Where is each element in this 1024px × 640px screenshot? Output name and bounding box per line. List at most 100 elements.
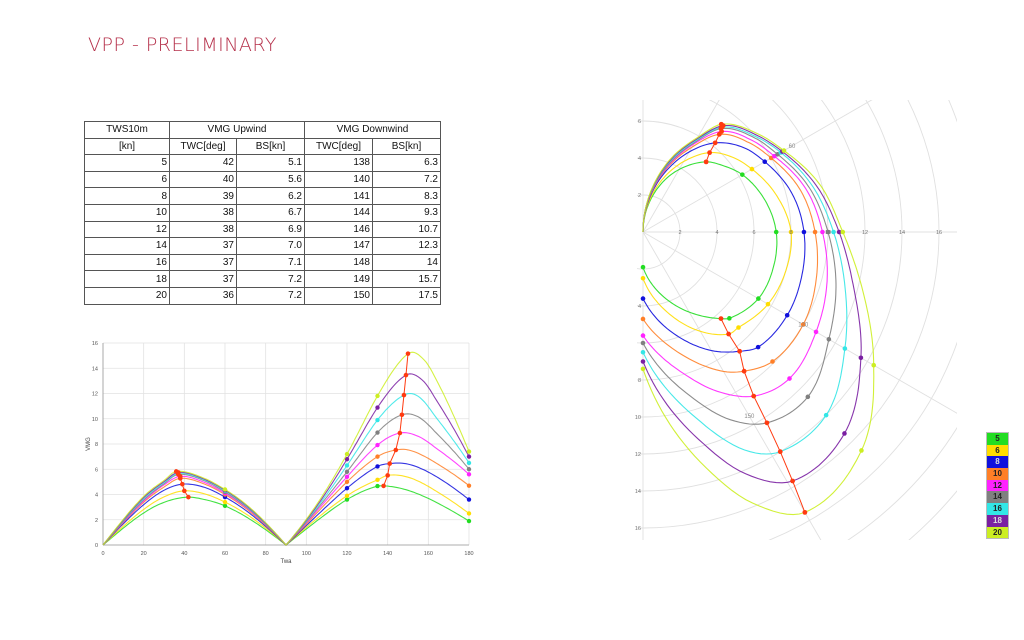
- vmg-point-tws-20: [222, 487, 228, 492]
- legend-item-tws-12: 12: [987, 479, 1008, 492]
- radial-tick-label: 10: [635, 415, 641, 421]
- radial-tick-label: 2: [638, 193, 641, 199]
- table-cell: 17.5: [372, 286, 441, 305]
- y-axis-label: VMG: [86, 437, 92, 451]
- polar-point-tws-14: [826, 337, 832, 342]
- optimum-vmg-point: [173, 469, 179, 474]
- polar-point-tws-20: [840, 229, 846, 235]
- radial-tick-label: 14: [899, 230, 905, 236]
- polar-point-tws-8: [762, 159, 768, 164]
- polar-point-tws-14: [640, 340, 646, 346]
- optimum-vmg-point: [401, 392, 407, 398]
- vmg-point-tws-12: [466, 472, 472, 477]
- y-tick-label: 0: [95, 543, 98, 549]
- polar-optimum-point: [718, 121, 724, 127]
- polar-ring: [908, 490, 957, 540]
- vmg-point-tws-10: [375, 454, 380, 459]
- polar-optimum-point: [790, 478, 795, 484]
- polar-curve-tws-5: [642, 161, 778, 320]
- radial-tick-label: 16: [936, 230, 942, 236]
- polar-point-tws-6: [640, 275, 646, 281]
- vmg-point-tws-16: [344, 463, 350, 468]
- x-tick-label: 80: [263, 551, 269, 557]
- polar-point-tws-5: [756, 296, 761, 301]
- x-tick-label: 100: [302, 551, 311, 557]
- polar-optimum-point: [703, 159, 709, 165]
- y-tick-label: 6: [95, 467, 98, 473]
- table-cell: 9.3: [372, 203, 441, 222]
- table-cell: 6.3: [372, 154, 441, 172]
- polar-optimum-point: [741, 368, 747, 374]
- table-row: 8 39 6.2 141 8.3: [84, 187, 441, 205]
- table-row: 20 36 7.2 150 17.5: [84, 286, 441, 305]
- polar-spoke: [642, 100, 873, 233]
- vmg-point-tws-12: [375, 442, 380, 448]
- polar-point-tws-12: [820, 229, 825, 235]
- legend-item-tws-20: 20: [987, 526, 1008, 539]
- table-row: 5 42 5.1 138 6.3: [84, 154, 441, 172]
- polar-optimum-point: [707, 150, 712, 156]
- optimum-vmg-point: [393, 447, 399, 453]
- vmg-point-tws-20: [344, 451, 350, 457]
- polar-point-tws-6: [765, 301, 771, 307]
- vmg-point-tws-10: [466, 483, 472, 488]
- x-tick-label: 60: [222, 551, 228, 557]
- vpp-table: TWS10m VMG Upwind VMG Downwind [kn] TWC[deg]…: [84, 121, 441, 305]
- vmg-point-tws-5: [222, 503, 228, 509]
- vmg-point-tws-6: [222, 499, 228, 505]
- legend-item-tws-16: 16: [987, 503, 1008, 515]
- optimum-vmg-point: [180, 481, 185, 487]
- x-tick-label: 160: [424, 551, 433, 557]
- polar-point-tws-14: [805, 394, 811, 400]
- vmg-point-tws-6: [375, 477, 380, 483]
- polar-point-tws-12: [813, 329, 819, 335]
- vmg-point-tws-10: [344, 479, 350, 485]
- table-row: 6 40 5.6 140 7.2: [84, 170, 441, 189]
- polar-optimum-point: [718, 316, 724, 322]
- optimum-vmg-point: [405, 351, 411, 356]
- x-tick-label: 140: [383, 551, 392, 557]
- legend: 5 6 8 10 12 14 16 18 20: [986, 432, 1009, 540]
- polar-optimum-point: [751, 393, 757, 399]
- polar-spoke: [642, 100, 720, 233]
- y-tick-label: 4: [95, 493, 98, 499]
- polar-point-tws-18: [842, 431, 847, 436]
- x-tick-label: 0: [101, 551, 104, 557]
- legend-item-tws-18: 18: [987, 514, 1008, 527]
- vmg-point-tws-18: [375, 405, 380, 410]
- optimum-vmg-point: [397, 430, 403, 436]
- polar-point-tws-16: [640, 349, 646, 355]
- legend-item-tws-10: 10: [987, 468, 1008, 480]
- polar-point-tws-16: [823, 412, 829, 418]
- vmg-point-tws-5: [466, 518, 472, 524]
- radial-tick-label: 16: [635, 526, 641, 532]
- polar-spoke: [642, 231, 822, 540]
- x-tick-label: 120: [342, 551, 351, 557]
- radial-tick-label: 8: [789, 230, 792, 236]
- x-tick-label: 20: [141, 551, 147, 557]
- y-tick-label: 10: [92, 417, 98, 423]
- x-tick-label: 180: [464, 551, 473, 557]
- table-header-row: TWS10m VMG Upwind VMG Downwind: [84, 121, 441, 139]
- polar-point-tws-18: [836, 229, 842, 235]
- polar-point-tws-16: [842, 346, 848, 351]
- legend-item-tws-5: 5: [987, 433, 1008, 445]
- polar-point-tws-5: [727, 316, 732, 321]
- radial-tick-label: 10: [825, 230, 831, 236]
- vmg-point-tws-18: [344, 456, 350, 462]
- y-tick-label: 8: [95, 442, 98, 448]
- y-tick-label: 2: [95, 518, 98, 524]
- angle-label: 120: [798, 323, 809, 329]
- radial-tick-label: 4: [638, 304, 641, 310]
- table-cell: 150: [304, 286, 373, 305]
- table-row: 18 37 7.2 149 15.7: [84, 270, 441, 288]
- vmg-point-tws-18: [466, 454, 472, 459]
- vmg-point-tws-20: [466, 449, 472, 454]
- radial-tick-label: 4: [638, 156, 641, 162]
- vmg-point-tws-20: [375, 393, 380, 399]
- optimum-vmg-point: [385, 473, 390, 478]
- y-tick-label: 12: [92, 392, 98, 398]
- polar-point-tws-8: [640, 296, 646, 301]
- polar-point-tws-6: [736, 325, 741, 330]
